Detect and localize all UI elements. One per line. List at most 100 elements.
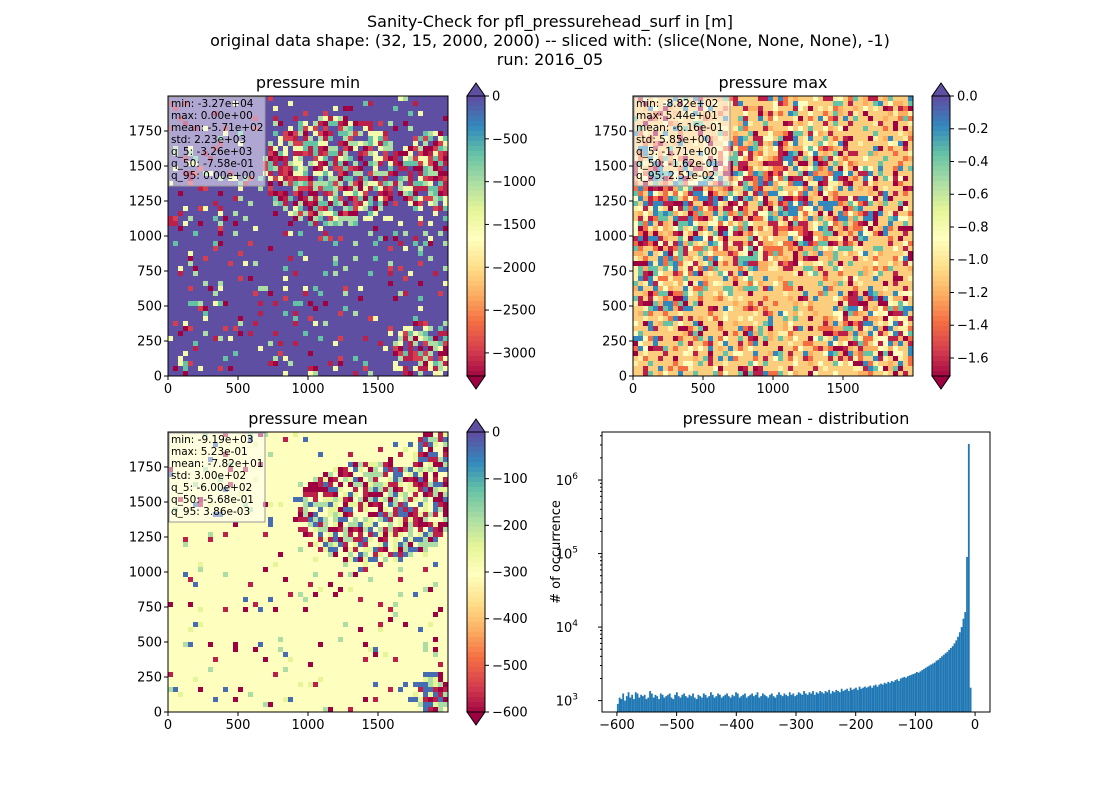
histogram-bar bbox=[819, 691, 822, 712]
x-tick-label: 1500 bbox=[361, 382, 394, 397]
x-tick-label: 1000 bbox=[291, 382, 324, 397]
stats-box-bg bbox=[168, 432, 266, 523]
histogram-bar bbox=[855, 687, 857, 712]
histogram-bar bbox=[967, 443, 970, 712]
histogram-bar bbox=[622, 693, 625, 712]
histogram-bar bbox=[797, 692, 800, 712]
suptitle-line-1: Sanity-Check for pfl_pressurehead_surf i… bbox=[367, 12, 733, 31]
histogram-bar bbox=[672, 699, 675, 712]
stats-line: q_95: 2.51e-02 bbox=[636, 170, 715, 182]
histogram-bar bbox=[808, 692, 811, 712]
colorbar-tick-label: −1.2 bbox=[957, 286, 989, 301]
colorbar-1: 0 −500 −1000 −1500 −2000 −2500 −3000 bbox=[466, 82, 536, 390]
y-tick-label: 1750 bbox=[594, 125, 627, 140]
histogram-bar bbox=[831, 691, 834, 712]
histogram-bar bbox=[826, 692, 829, 712]
histogram-bar bbox=[701, 697, 703, 712]
histogram-bar bbox=[702, 693, 705, 712]
histogram-bar bbox=[953, 643, 956, 712]
histogram-bar bbox=[890, 680, 893, 712]
histogram-bar bbox=[638, 697, 641, 712]
y-tick-label: 750 bbox=[602, 265, 627, 280]
histogram-bar bbox=[896, 679, 899, 712]
histogram-bar bbox=[686, 697, 689, 712]
histogram-bar bbox=[853, 688, 856, 712]
histogram-bar bbox=[654, 694, 657, 712]
histogram-bar bbox=[969, 687, 972, 712]
stats-line: q_95: 3.86e-03 bbox=[171, 506, 250, 518]
histogram-bar bbox=[840, 688, 843, 712]
histogram-bar bbox=[862, 687, 865, 712]
x-tick-label: 1500 bbox=[826, 382, 859, 397]
histogram-bar bbox=[699, 696, 702, 712]
y-tick-label: 1500 bbox=[594, 160, 627, 175]
histogram-bar bbox=[935, 660, 938, 712]
colorbar-extend-top bbox=[931, 82, 951, 97]
histogram-bar bbox=[695, 699, 698, 712]
histogram-bar bbox=[661, 694, 664, 712]
histogram-bar bbox=[720, 697, 723, 712]
histogram-bar bbox=[858, 686, 861, 712]
colorbar-tick-label: −200 bbox=[492, 519, 528, 534]
histogram-bar bbox=[844, 689, 847, 712]
histogram-bar bbox=[745, 697, 748, 712]
histogram-bar bbox=[711, 694, 714, 712]
colorbar-tick-label: −3000 bbox=[492, 346, 536, 361]
histogram-bar bbox=[656, 696, 659, 712]
histogram-bar bbox=[706, 697, 709, 712]
histogram-bar bbox=[880, 683, 882, 712]
x-tick-label: 500 bbox=[691, 382, 716, 397]
histogram-bar bbox=[883, 682, 886, 712]
x-tick-label: 500 bbox=[226, 718, 251, 733]
y-tick-label: 1500 bbox=[129, 496, 162, 511]
stats-line: q_50: -5.68e-01 bbox=[171, 494, 254, 506]
histogram-bar bbox=[761, 693, 764, 712]
histogram-bar bbox=[756, 692, 759, 712]
colorbar-tick-label: −400 bbox=[492, 612, 528, 627]
colorbar-extend-top bbox=[466, 82, 486, 97]
histogram-bar bbox=[747, 696, 750, 712]
colorbar-tick-label: −2000 bbox=[492, 261, 536, 276]
histogram-bar bbox=[812, 691, 814, 712]
colorbar-tick-label: −100 bbox=[492, 472, 528, 487]
y-tick-label: 0 bbox=[154, 706, 162, 721]
histogram-bar bbox=[946, 651, 949, 712]
y-tick-label: 1250 bbox=[594, 195, 627, 210]
heatmap-texture bbox=[168, 432, 448, 712]
colorbar-tick-label: −500 bbox=[492, 659, 528, 674]
histogram-bar bbox=[620, 699, 623, 712]
y-tick-label: 250 bbox=[137, 671, 162, 686]
histogram-bar bbox=[898, 680, 900, 712]
histogram-bar bbox=[865, 687, 868, 712]
histogram-bar bbox=[751, 693, 754, 712]
histogram-bar bbox=[915, 671, 918, 712]
x-tick-label: 0 bbox=[164, 382, 172, 397]
x-tick-label: 0 bbox=[164, 718, 172, 733]
y-tick-label: 103 bbox=[556, 693, 578, 710]
stats-line: q_5: -3.26e+03 bbox=[171, 146, 252, 158]
histogram-bars bbox=[616, 443, 972, 712]
histogram-bar bbox=[837, 691, 839, 712]
histogram-bar bbox=[835, 689, 838, 712]
histogram-bar bbox=[905, 677, 908, 712]
y-tick-label: 0 bbox=[154, 370, 162, 385]
histogram-bar bbox=[783, 693, 786, 712]
stats-line: std: 3.00e+02 bbox=[171, 470, 246, 482]
colorbar-tick-label: −300 bbox=[492, 566, 528, 581]
histogram-bar bbox=[744, 693, 746, 712]
y-tick-label: 1750 bbox=[129, 461, 162, 476]
histogram-bar bbox=[860, 688, 863, 712]
histogram-bar bbox=[907, 676, 909, 712]
colorbar-tick-label: −1500 bbox=[492, 218, 536, 233]
histogram-bar bbox=[688, 694, 691, 712]
histogram-bar bbox=[803, 691, 805, 712]
x-tick-label: 0 bbox=[629, 382, 637, 397]
stats-box-bg bbox=[633, 96, 731, 187]
histogram-bar bbox=[957, 636, 959, 712]
histogram-bar bbox=[806, 694, 809, 712]
histogram-bar bbox=[763, 694, 766, 712]
y-tick-label: 106 bbox=[556, 472, 579, 489]
histogram-bar bbox=[822, 693, 825, 712]
y-tick-label: 0 bbox=[619, 370, 627, 385]
stats-line: min: -9.19e+03 bbox=[171, 434, 253, 446]
